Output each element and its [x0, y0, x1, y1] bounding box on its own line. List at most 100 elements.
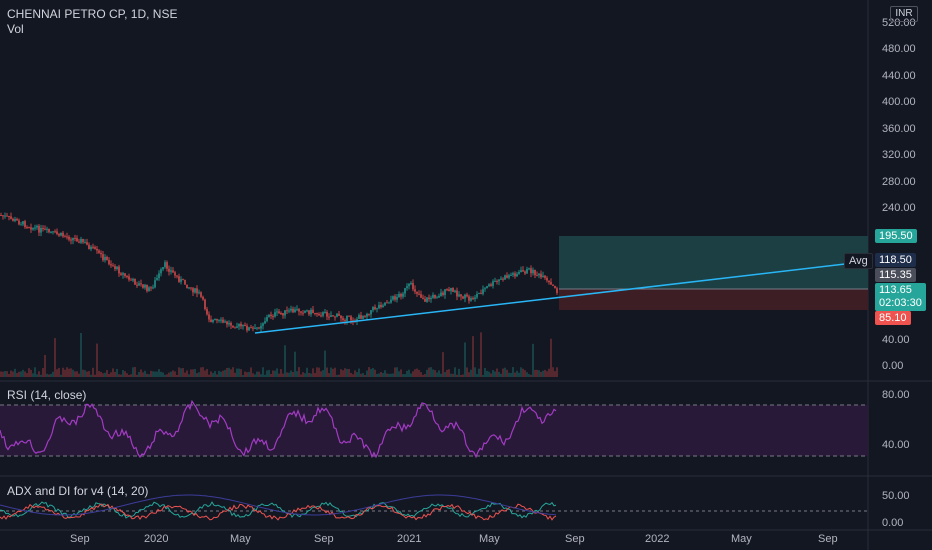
- volume-bar: [80, 333, 82, 377]
- candle-body: [208, 314, 210, 320]
- volume-bar: [168, 372, 170, 377]
- volume-bar: [68, 368, 70, 377]
- volume-indicator-label[interactable]: Vol: [7, 22, 24, 36]
- candle-body: [300, 311, 302, 313]
- candle-body: [340, 315, 342, 319]
- candle-body: [482, 289, 484, 294]
- price-tick: 360.00: [882, 123, 916, 135]
- volume-bar: [404, 374, 406, 377]
- adx-indicator-label[interactable]: ADX and DI for v4 (14, 20): [7, 484, 149, 498]
- time-axis[interactable]: Sep 2020 May Sep 2021 May Sep 2022 May S…: [70, 533, 838, 545]
- volume-bar: [62, 367, 64, 377]
- trendline[interactable]: [254, 263, 846, 334]
- volume-bar: [430, 367, 432, 377]
- adx-axis[interactable]: 50.00 0.00: [882, 490, 910, 529]
- volume-bar: [220, 371, 222, 377]
- candle-body: [114, 266, 116, 269]
- volume-bar: [54, 338, 56, 377]
- volume-bar: [228, 367, 230, 377]
- volume-bar: [322, 370, 324, 377]
- volume-bar: [364, 374, 366, 377]
- candle-body: [24, 221, 26, 228]
- candle-body: [478, 292, 480, 294]
- candle-body: [332, 315, 334, 317]
- volume-bar: [556, 367, 558, 377]
- volume-bar: [156, 371, 158, 377]
- volume-bar: [190, 369, 192, 377]
- candle-body: [110, 264, 112, 266]
- symbol-title[interactable]: CHENNAI PETRO CP, 1D, NSE: [7, 7, 178, 21]
- volume-bar: [504, 367, 506, 377]
- stop-zone[interactable]: [559, 289, 868, 310]
- volume-bar: [486, 370, 488, 377]
- candle-body: [154, 280, 156, 288]
- volume-bar: [300, 374, 302, 377]
- candle-body: [380, 304, 382, 308]
- volume-bar: [42, 368, 44, 377]
- rsi-axis[interactable]: 80.00 40.00: [882, 389, 910, 451]
- candle-body: [218, 319, 220, 321]
- volume-bar: [74, 371, 76, 377]
- candle-body: [438, 296, 440, 298]
- volume-bar: [240, 369, 242, 377]
- currency-badge[interactable]: INR: [890, 6, 918, 22]
- volume-bar: [538, 370, 540, 377]
- candle-body: [312, 309, 314, 314]
- candle-body: [92, 246, 94, 248]
- volume-bar: [34, 367, 36, 377]
- candle-body: [386, 302, 388, 304]
- volume-bar: [0, 371, 2, 377]
- volume-bar: [506, 369, 508, 377]
- volume-bar: [200, 367, 202, 377]
- rsi-indicator-label[interactable]: RSI (14, close): [7, 388, 87, 402]
- volume-bar: [438, 370, 440, 377]
- volume-bar: [306, 367, 308, 377]
- volume-bar: [358, 368, 360, 377]
- candle-body: [222, 319, 224, 323]
- candle-body: [112, 265, 114, 267]
- candle-body: [428, 297, 430, 300]
- volume-bar: [106, 370, 108, 377]
- candle-body: [18, 220, 20, 225]
- candle-body: [214, 318, 216, 320]
- volume-bar: [262, 367, 264, 377]
- volume-bar: [264, 374, 266, 377]
- volume-bar: [498, 371, 500, 377]
- rsi-line: [0, 399, 557, 459]
- candle-body: [452, 287, 454, 292]
- price-tick: 240.00: [882, 202, 916, 214]
- candle-body: [436, 297, 438, 299]
- candle-body: [26, 227, 28, 229]
- candle-body: [480, 292, 482, 294]
- candle-body: [286, 310, 288, 312]
- volume-bar: [280, 369, 282, 377]
- target-zone[interactable]: [559, 236, 868, 289]
- candle-body: [96, 248, 98, 251]
- volume-bar: [468, 372, 470, 377]
- volume-bar: [518, 372, 520, 377]
- volume-bar: [112, 368, 114, 377]
- candle-body: [498, 279, 500, 282]
- candle-body: [190, 287, 192, 289]
- candle-body: [16, 219, 18, 221]
- volume-bar: [526, 372, 528, 377]
- volume-bar: [154, 371, 156, 377]
- price-tick: 320.00: [882, 149, 916, 161]
- volume-bar: [354, 370, 356, 377]
- volume-bar: [476, 374, 478, 377]
- time-tick: May: [230, 533, 251, 545]
- volume-bar: [248, 371, 250, 377]
- candle-body: [528, 268, 530, 270]
- candle-body: [252, 327, 254, 329]
- candle-body: [210, 319, 212, 322]
- target-price-tag: 195.50: [875, 229, 917, 243]
- volume-bar: [490, 373, 492, 377]
- price-series[interactable]: [0, 212, 558, 333]
- volume-bar: [360, 373, 362, 377]
- volume-bar: [216, 374, 218, 377]
- candle-body: [506, 275, 508, 278]
- volume-bar: [58, 367, 60, 377]
- volume-bar: [492, 370, 494, 377]
- candle-body: [344, 320, 346, 322]
